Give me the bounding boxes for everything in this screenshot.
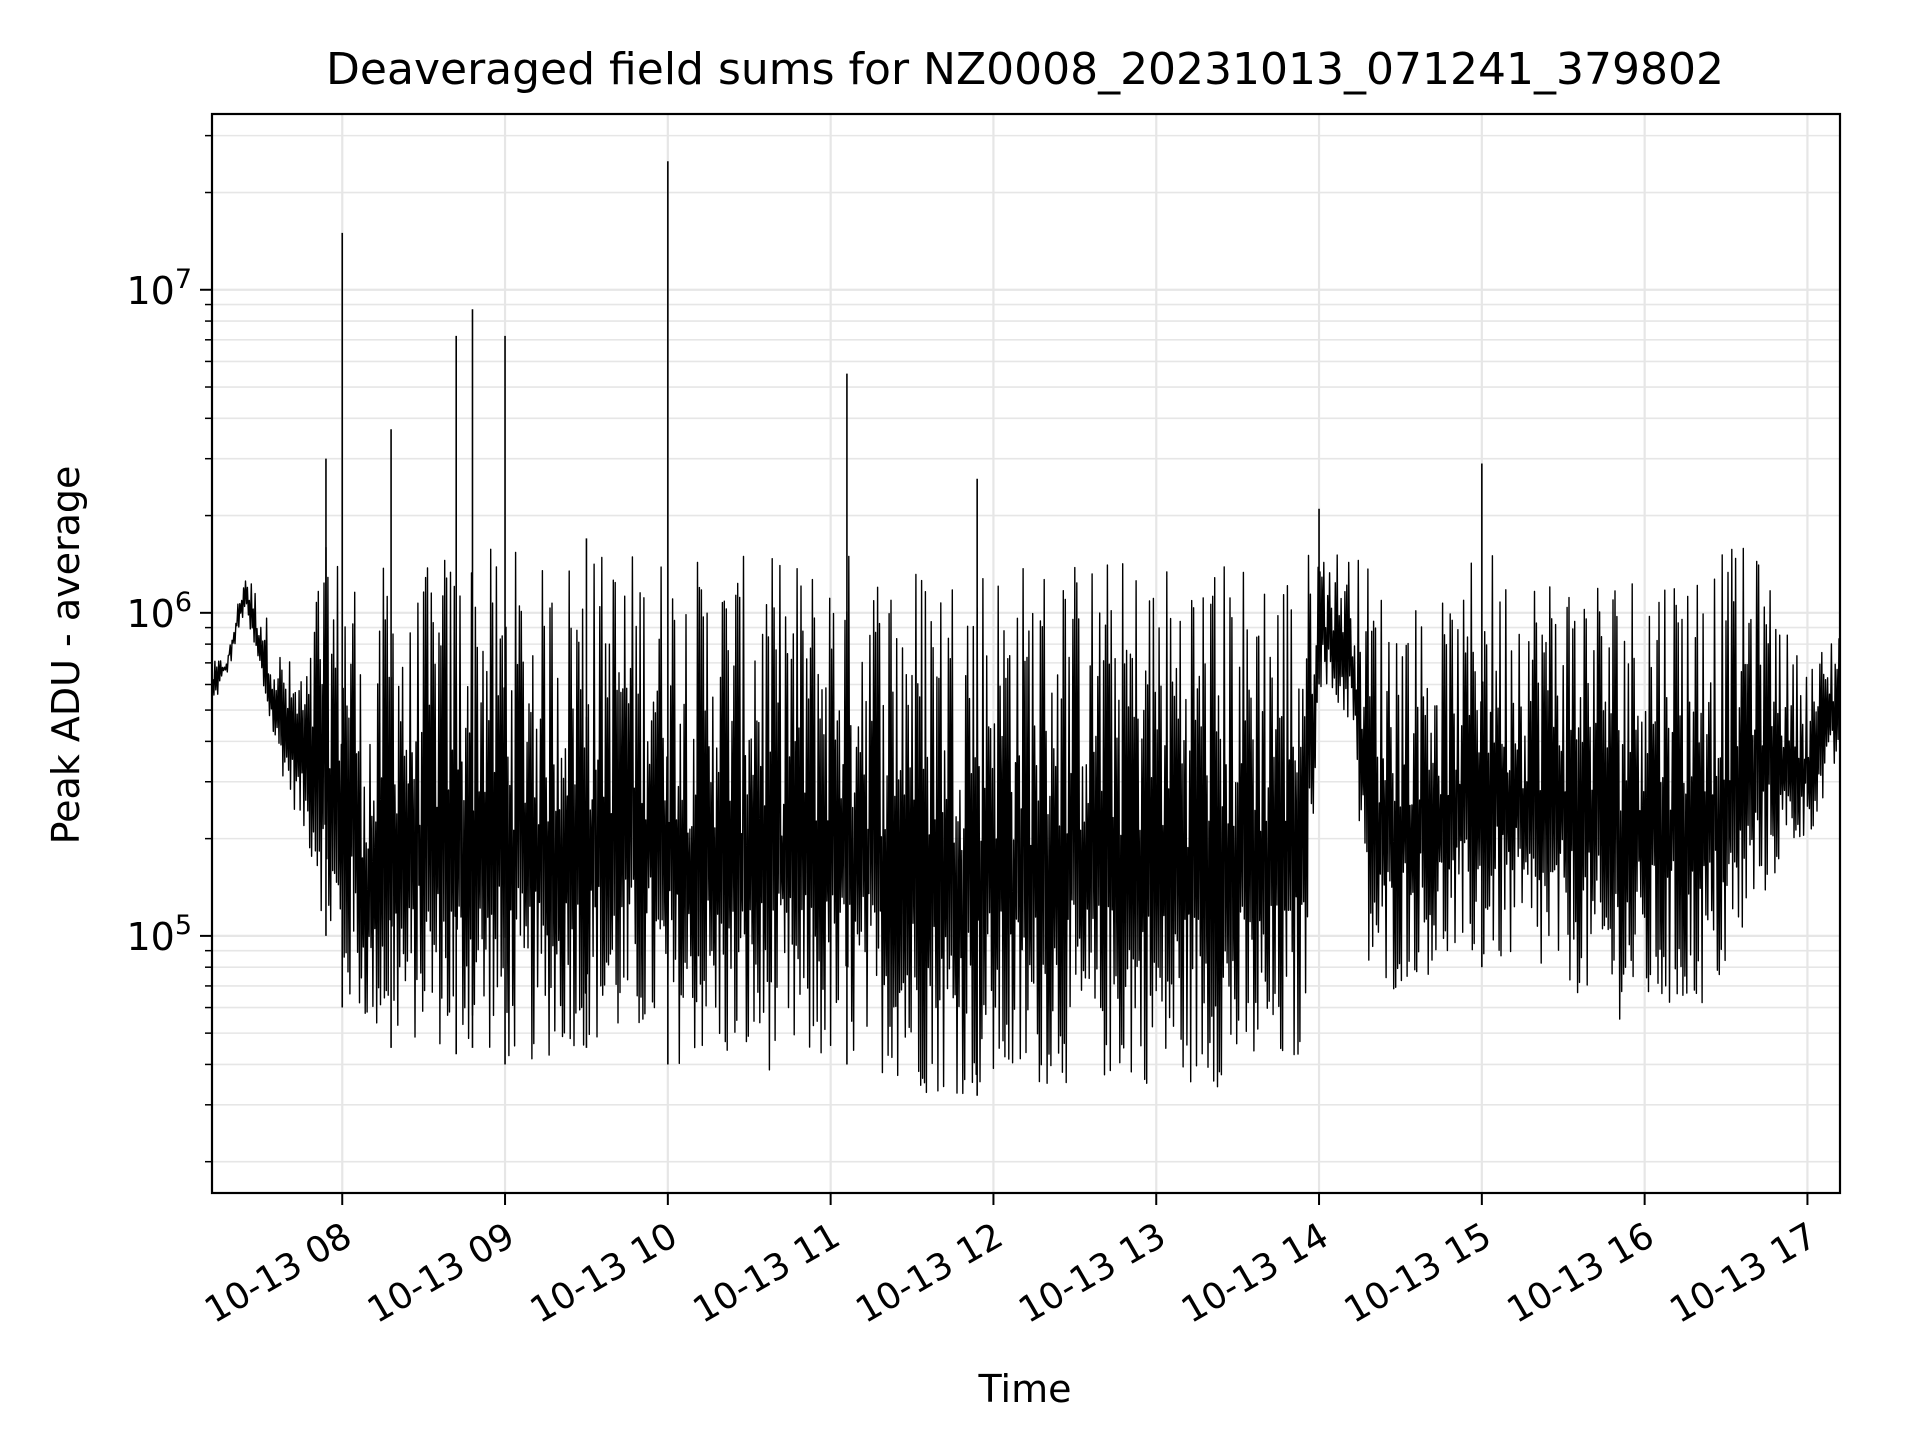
y-tick-label: 107 — [126, 264, 192, 313]
y-tick-label: 105 — [126, 910, 192, 959]
y-tick-label: 106 — [126, 587, 192, 636]
plot-area — [211, 161, 1841, 1096]
x-axis-label: Time — [978, 1367, 1072, 1411]
chart-title: Deaveraged field sums for NZ0008_2023101… — [326, 44, 1724, 95]
y-axis-label: Peak ADU - average — [44, 466, 88, 845]
data-line — [211, 546, 1841, 1095]
plot-frame — [210, 112, 1842, 1195]
